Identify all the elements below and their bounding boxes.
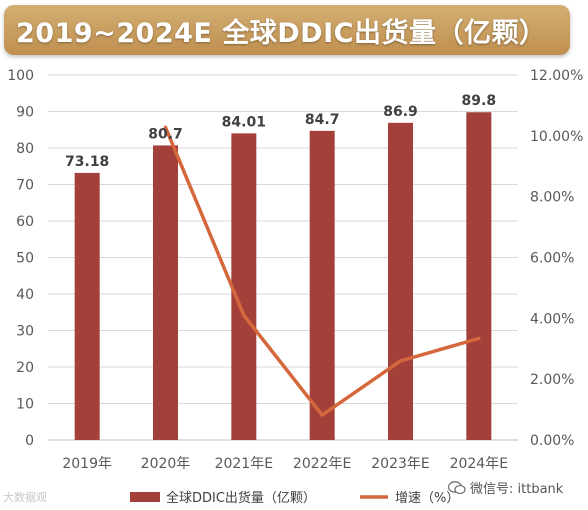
wechat-icon: [447, 480, 466, 495]
bar-value-label: 73.18: [65, 154, 109, 170]
bar-value-label: 86.9: [383, 104, 418, 120]
legend-line-label: 增速（%）: [395, 491, 459, 506]
left-tick-label: 70: [16, 178, 34, 194]
left-tick-label: 0: [25, 433, 34, 449]
bar: [74, 172, 100, 440]
right-tick-label: 0.00%: [530, 433, 574, 449]
bar-value-label: 84.01: [222, 114, 266, 130]
line-series: [163, 125, 481, 417]
bar: [231, 133, 257, 440]
x-tick-label: 2021年E: [215, 456, 273, 472]
chart-title: 2019~2024E 全球DDIC出货量（亿颗）: [16, 17, 547, 49]
bar: [466, 112, 492, 440]
bar-value-label: 80.7: [148, 126, 183, 142]
x-tick-label: 2020年: [141, 456, 191, 472]
bar-data-labels: 73.18 80.7 84.01 84.7 86.9 89.8: [65, 93, 496, 170]
left-tick-label: 50: [16, 251, 34, 267]
watermark-right: 微信号: ittbank: [447, 478, 564, 497]
right-tick-label: 2.00%: [530, 372, 574, 388]
left-tick-label: 30: [16, 324, 34, 340]
bar: [309, 130, 335, 440]
bar-value-label: 84.7: [305, 112, 340, 128]
left-tick-label: 80: [16, 141, 34, 157]
x-axis: 2019年 2020年 2021年E 2022年E 2023年E 2024年E: [62, 456, 508, 472]
right-tick-label: 8.00%: [530, 190, 574, 206]
right-tick-label: 10.00%: [530, 129, 583, 145]
left-tick-label: 90: [16, 105, 34, 121]
left-tick-label: 10: [16, 397, 34, 413]
right-tick-label: 12.00%: [530, 68, 583, 84]
bar: [153, 145, 178, 440]
left-tick-label: 20: [16, 360, 34, 376]
x-tick-label: 2019年: [62, 456, 112, 472]
legend-bar-swatch: [130, 492, 160, 502]
left-tick-label: 100: [7, 68, 34, 84]
x-tick-label: 2024年E: [450, 456, 508, 472]
legend: 全球DDIC出货量（亿颗） 增速（%）: [130, 490, 459, 506]
legend-bar-label: 全球DDIC出货量（亿颗）: [166, 490, 316, 506]
right-axis: 0.00% 2.00% 4.00% 6.00% 8.00% 10.00% 12.00%: [530, 68, 583, 449]
left-axis: 0 10 20 30 40 50 60 70 80 90 100: [7, 68, 34, 449]
right-tick-label: 4.00%: [530, 311, 574, 327]
bar-value-label: 89.8: [462, 93, 497, 109]
watermark-right-text: 微信号: ittbank: [470, 482, 564, 497]
x-tick-label: 2022年E: [293, 456, 351, 472]
title-banner: 2019~2024E 全球DDIC出货量（亿颗）: [4, 5, 570, 55]
left-tick-label: 60: [16, 214, 34, 230]
bar: [388, 122, 413, 440]
watermark-left: 大数据观: [3, 491, 47, 504]
left-tick-label: 40: [16, 287, 34, 303]
right-tick-label: 6.00%: [530, 251, 574, 267]
bar-series: [74, 112, 492, 440]
x-tick-label: 2023年E: [371, 456, 429, 472]
gridlines: [48, 74, 518, 441]
